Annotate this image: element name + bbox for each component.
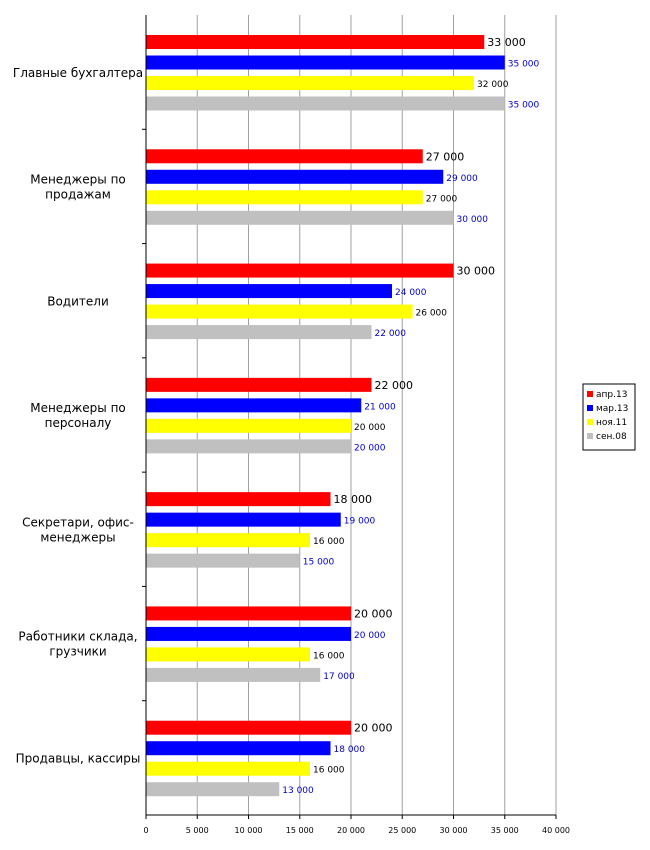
legend-label: апр.13 [596,390,627,400]
bar [146,149,423,164]
bar [146,263,454,278]
data-label: 20 000 [354,423,386,433]
data-label: 24 000 [395,288,427,298]
data-label: 19 000 [344,517,376,527]
data-label: 26 000 [416,309,448,319]
bar [146,761,310,776]
x-tick-label: 40 000 [542,826,570,835]
category-label: Менеджеры по персоналу [30,401,126,430]
legend: апр.13 мар.13 ноя.11 сен.08 [582,383,636,451]
data-label: 16 000 [313,651,345,661]
bar [146,606,351,621]
bar [146,55,505,70]
axes: Главные бухгалтера Менеджеры по продажам Во… [13,15,570,835]
bar [146,720,351,735]
x-tick-label: 20 000 [337,826,365,835]
bar [146,741,331,756]
data-label: 15 000 [303,558,335,568]
data-label: 21 000 [364,402,396,412]
x-tick-label: 5 000 [186,826,209,835]
bar [146,398,362,413]
x-tick-label: 0 [143,826,148,835]
x-tick-label: 10 000 [235,826,263,835]
data-label: 13 000 [282,786,314,796]
data-label: 16 000 [313,766,345,776]
data-label: 22 000 [375,379,414,392]
bar [146,190,423,205]
bar [146,782,280,797]
data-label: 27 000 [426,194,458,204]
bar [146,667,321,682]
bar [146,35,485,49]
legend-label: сен.08 [596,432,627,442]
bar [146,325,372,340]
bar [146,492,331,507]
data-label: 16 000 [313,537,345,547]
grid [196,15,557,815]
category-label: Продавцы, кассиры [16,751,141,765]
bar [146,418,351,433]
bar [146,76,474,90]
category-label: Работники склада, грузчики [18,630,137,659]
x-tick-label: 30 000 [440,826,468,835]
legend-label: мар.13 [596,404,628,414]
data-label: 18 000 [334,493,373,506]
data-label: 30 000 [457,215,489,225]
category-label: Главные бухгалтера [13,66,143,80]
x-tick-label: 25 000 [388,826,416,835]
data-label: 35 000 [508,101,540,111]
data-label: 20 000 [354,443,386,453]
data-label: 32 000 [477,80,509,90]
data-label: 20 000 [354,607,393,620]
data-label: 18 000 [334,745,366,755]
legend-swatch [587,419,593,425]
bar [146,304,413,319]
legend-swatch [587,433,593,439]
category-label: Водители [47,294,109,308]
bar [146,377,372,392]
legend-swatch [587,391,593,397]
data-label: 29 000 [446,174,478,184]
bar [146,210,454,225]
data-label: 22 000 [375,329,407,339]
bar [146,169,444,184]
category-label: Секретари, офис-менеджеры [22,515,134,544]
bars [146,35,505,797]
bar [146,553,300,568]
data-label: 27 000 [426,150,465,163]
category-label: Менеджеры по продажам [30,173,126,202]
x-tick-label: 35 000 [491,826,519,835]
bar [146,284,392,299]
data-label: 30 000 [457,265,496,278]
value-labels: 33 000 35 000 32 000 35 000 27 000 29 000 27 0… [282,36,539,796]
data-label: 20 000 [354,722,393,735]
data-label: 20 000 [354,631,386,641]
bar [146,96,505,111]
bar [146,533,310,548]
x-tick-label: 15 000 [286,826,314,835]
bar [146,512,341,527]
data-label: 35 000 [508,60,540,70]
legend-label: ноя.11 [596,418,627,428]
legend-swatch [587,405,593,411]
bar [146,626,351,641]
bar [146,647,310,662]
data-label: 17 000 [323,672,355,682]
bar [146,439,351,454]
data-label: 33 000 [487,36,526,49]
